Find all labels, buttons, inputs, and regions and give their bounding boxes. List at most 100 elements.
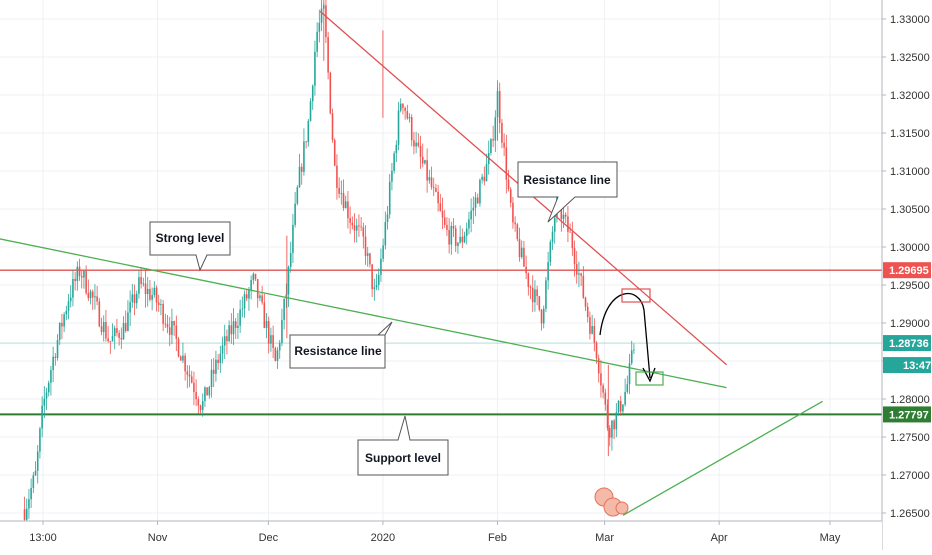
candle-body-39: [109, 341, 112, 342]
candle-body-58: [151, 295, 153, 300]
candle-body-48: [129, 302, 131, 313]
candle-body-213: [492, 139, 494, 141]
candle-body-14: [54, 356, 57, 359]
candle-body-170: [397, 110, 400, 145]
candle-body-94: [230, 325, 233, 335]
candle-body-277: [633, 349, 635, 351]
candle-body-147: [347, 201, 349, 219]
candle-body-128: [305, 141, 307, 143]
candle-body-132: [314, 51, 316, 86]
candle-body-222: [512, 202, 514, 223]
candle-body-154: [362, 227, 365, 237]
candle-body-3: [30, 487, 32, 500]
candle-body-141: [333, 140, 336, 166]
candle-body-61: [157, 302, 160, 305]
candle-body-105: [254, 273, 257, 280]
candle-body-232: [534, 289, 536, 303]
candle-body-86: [212, 369, 215, 374]
candle-body-210: [485, 164, 488, 182]
candle-body-214: [494, 117, 497, 141]
candle-body-25: [78, 266, 81, 277]
candle-body-5: [34, 470, 37, 476]
candle-body-194: [450, 225, 453, 245]
candle-body-43: [118, 332, 120, 339]
candle-body-223: [514, 222, 516, 225]
candle-body-176: [410, 117, 413, 141]
x-tick-label-5: Mar: [595, 532, 614, 544]
trendline-rising_green[interactable]: [622, 400, 823, 516]
candle-body-53: [140, 277, 142, 285]
price-badge-3: [883, 406, 931, 423]
candle-body-70: [177, 338, 180, 357]
candle-body-68: [173, 321, 175, 326]
candle-body-38: [107, 338, 109, 342]
candle-body-123: [294, 203, 296, 225]
candle-body-56: [146, 288, 149, 294]
candle-body-49: [131, 294, 134, 303]
y-tick-label-2: 1.32000: [890, 90, 930, 102]
candle-body-12: [50, 370, 52, 383]
time-axis[interactable]: [0, 520, 882, 550]
y-tick-label-3: 1.31500: [890, 128, 930, 140]
candle-body-193: [448, 229, 450, 245]
candle-body-125: [298, 166, 301, 188]
candle-body-113: [272, 335, 274, 348]
strong-level-callout[interactable]: Strong level: [149, 221, 231, 272]
candle-body-259: [593, 326, 596, 343]
candle-body-102: [248, 290, 250, 299]
support-callout[interactable]: Support level: [357, 415, 449, 476]
candle-body-101: [245, 294, 248, 299]
candle-body-234: [538, 296, 541, 310]
candle-body-9: [43, 398, 46, 406]
candle-body-152: [358, 225, 360, 227]
candle-body-161: [377, 274, 380, 285]
candle-body-253: [580, 273, 582, 276]
candle-body-7: [39, 428, 41, 452]
green-target-box[interactable]: [635, 371, 664, 386]
candle-body-55: [144, 283, 147, 294]
candle-body-267: [611, 420, 613, 438]
candle-body-184: [428, 177, 431, 181]
candle-body-203: [470, 210, 472, 220]
candle-body-226: [520, 247, 523, 258]
support-label: Support level: [365, 451, 441, 465]
candle-body-219: [505, 147, 508, 180]
candle-body-36: [102, 322, 105, 333]
candle-body-245: [562, 214, 565, 220]
candle-body-227: [523, 247, 525, 267]
candle-body-47: [127, 312, 129, 332]
candle-body-181: [421, 156, 424, 164]
candle-body-31: [91, 291, 94, 298]
candle-body-78: [195, 391, 197, 400]
candle-body-166: [388, 181, 391, 215]
red-target-box[interactable]: [621, 288, 651, 303]
candle-body-37: [105, 322, 107, 339]
candle-body-6: [36, 451, 39, 471]
candle-body-97: [237, 325, 239, 329]
annotations: Strong level Resistance line Resistance …: [149, 161, 664, 517]
candle-body-83: [206, 387, 208, 396]
x-tick-label-0: 13:00: [29, 532, 57, 544]
candle-body-268: [613, 420, 615, 430]
candle-body-148: [349, 218, 351, 223]
resistance-top-callout[interactable]: Resistance line: [517, 161, 618, 223]
resistance-bottom-callout[interactable]: Resistance line: [289, 321, 393, 369]
candle-body-172: [402, 103, 404, 108]
candle-body-274: [626, 384, 629, 392]
candle-body-149: [351, 222, 354, 226]
candle-body-263: [602, 385, 604, 393]
candle-body-218: [503, 142, 505, 148]
candle-body-116: [278, 343, 281, 351]
candle-body-115: [276, 350, 279, 361]
candle-body-73: [184, 355, 186, 372]
candle-body-62: [160, 304, 162, 305]
trendline-falling_green[interactable]: [0, 238, 727, 389]
candle-body-135: [320, 8, 323, 23]
candle-body-40: [111, 335, 114, 342]
candle-body-273: [624, 391, 626, 405]
candle-body-92: [226, 336, 228, 342]
candle-body-271: [619, 400, 622, 412]
candle-body-266: [608, 428, 611, 438]
